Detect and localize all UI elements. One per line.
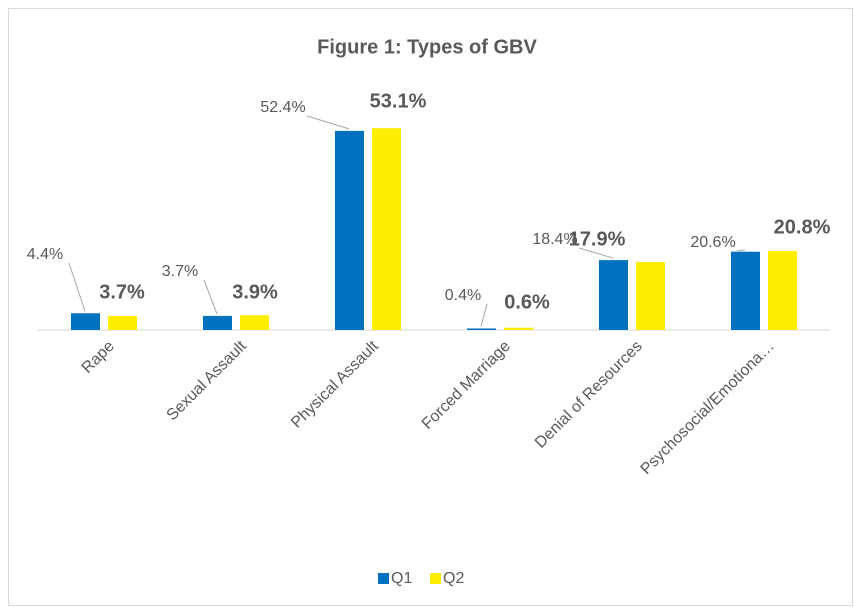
data-label: 52.4% [260, 99, 305, 116]
leader-line [306, 115, 350, 130]
data-label: 3.9% [232, 281, 278, 303]
bar [335, 130, 364, 330]
data-label: 20.6% [690, 234, 735, 251]
chart-title: Figure 1: Types of GBV [317, 36, 537, 58]
data-label: 18.4% [532, 231, 577, 248]
bar [504, 327, 533, 330]
bar [372, 128, 401, 330]
leader-line [203, 279, 218, 315]
bar [599, 260, 628, 330]
data-label: 3.7% [99, 281, 145, 303]
bar [731, 251, 760, 330]
data-label: 0.6% [504, 291, 550, 313]
legend-swatch [430, 573, 441, 584]
data-label: 3.7% [162, 263, 198, 280]
bar [768, 250, 797, 330]
bar [636, 261, 665, 330]
data-label: 53.1% [370, 90, 427, 112]
legend-label: Q1 [391, 570, 412, 587]
leader-line [68, 262, 86, 312]
bar [467, 328, 496, 330]
data-label: 0.4% [445, 287, 481, 304]
data-label: 20.8% [774, 216, 831, 238]
bar [108, 315, 137, 330]
bar [240, 315, 269, 330]
legend-swatch [378, 573, 389, 584]
chart-border [8, 8, 853, 606]
bar [71, 313, 100, 330]
data-label: 17.9% [569, 228, 626, 250]
leader-line [480, 303, 488, 327]
legend-label: Q2 [443, 570, 464, 587]
leader-line [578, 247, 614, 259]
leader-line [736, 249, 746, 252]
bar [203, 315, 232, 330]
data-label: 4.4% [27, 246, 63, 263]
